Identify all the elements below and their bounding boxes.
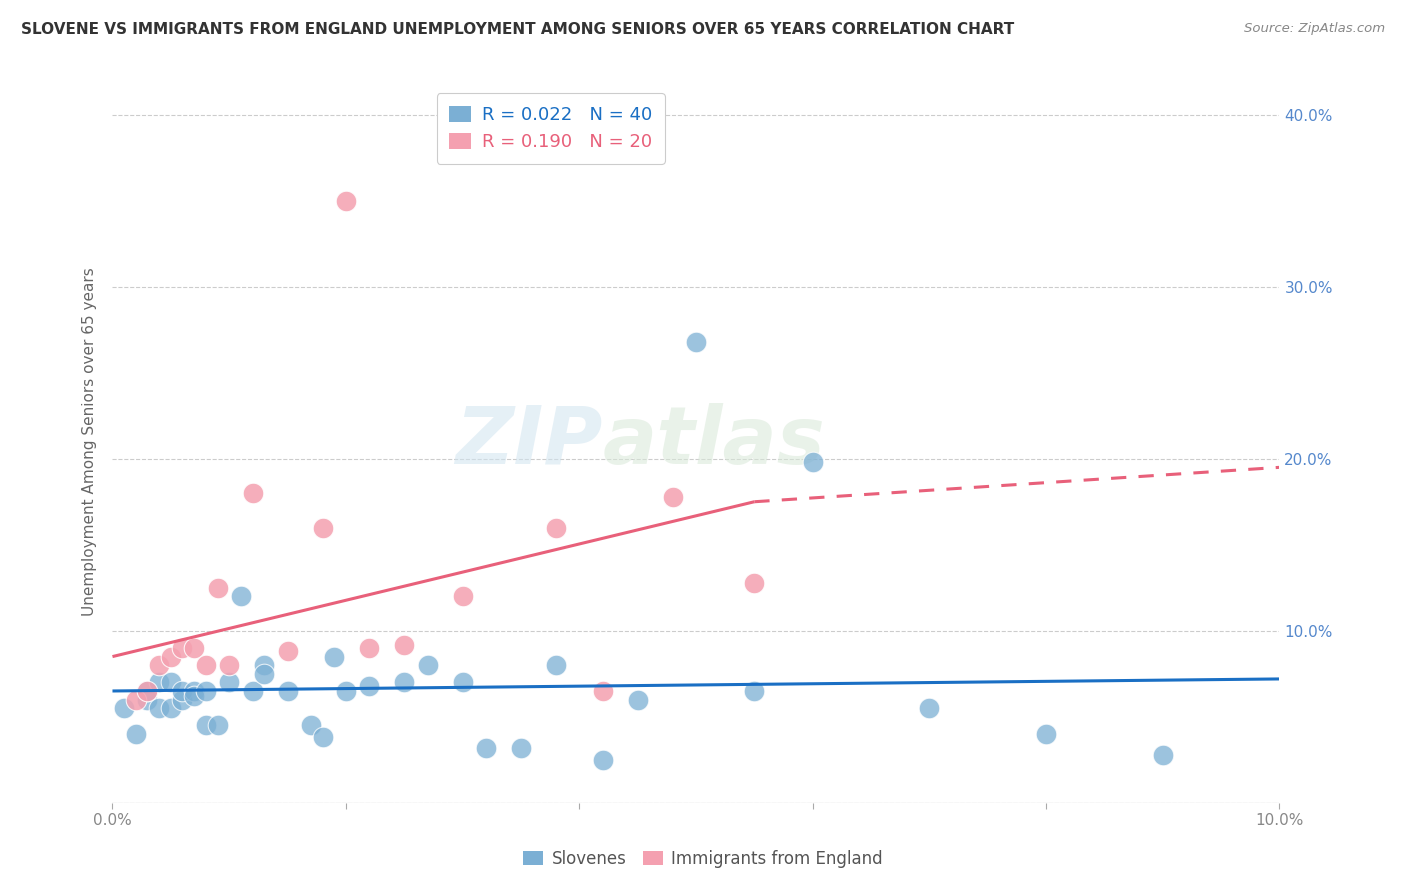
Point: [160, 649, 183, 664]
Point: [451, 590, 474, 604]
Point: [1152, 747, 1174, 762]
Point: [394, 675, 416, 690]
Point: [509, 740, 531, 755]
Point: [1035, 727, 1057, 741]
Point: [394, 638, 416, 652]
Point: [172, 640, 194, 655]
Point: [323, 649, 346, 664]
Point: [112, 701, 135, 715]
Point: [276, 684, 298, 698]
Point: [416, 658, 439, 673]
Text: ZIP: ZIP: [456, 402, 603, 481]
Point: [136, 692, 159, 706]
Point: [160, 675, 183, 690]
Point: [218, 658, 240, 673]
Point: [918, 701, 941, 715]
Point: [359, 640, 381, 655]
Point: [160, 701, 183, 715]
Point: [253, 666, 276, 681]
Legend: Slovenes, Immigrants from England: Slovenes, Immigrants from England: [516, 844, 890, 875]
Point: [311, 731, 333, 745]
Point: [242, 684, 264, 698]
Point: [661, 490, 683, 504]
Point: [276, 644, 298, 658]
Point: [475, 740, 498, 755]
Point: [544, 520, 567, 534]
Point: [194, 718, 217, 732]
Point: [242, 486, 264, 500]
Point: [685, 334, 707, 349]
Point: [544, 658, 567, 673]
Point: [172, 684, 194, 698]
Point: [148, 701, 170, 715]
Point: [207, 718, 229, 732]
Text: Source: ZipAtlas.com: Source: ZipAtlas.com: [1244, 22, 1385, 36]
Point: [194, 658, 217, 673]
Text: SLOVENE VS IMMIGRANTS FROM ENGLAND UNEMPLOYMENT AMONG SENIORS OVER 65 YEARS CORR: SLOVENE VS IMMIGRANTS FROM ENGLAND UNEMP…: [21, 22, 1014, 37]
Point: [253, 658, 276, 673]
Y-axis label: Unemployment Among Seniors over 65 years: Unemployment Among Seniors over 65 years: [82, 268, 97, 615]
Point: [627, 692, 650, 706]
Point: [125, 727, 148, 741]
Point: [183, 689, 205, 703]
Point: [218, 675, 240, 690]
Point: [451, 675, 474, 690]
Point: [125, 692, 148, 706]
Point: [207, 581, 229, 595]
Point: [136, 684, 159, 698]
Point: [592, 753, 614, 767]
Point: [311, 520, 333, 534]
Point: [183, 640, 205, 655]
Point: [183, 684, 205, 698]
Point: [359, 679, 381, 693]
Point: [742, 575, 765, 590]
Point: [136, 684, 159, 698]
Point: [335, 194, 357, 208]
Legend: R = 0.022   N = 40, R = 0.190   N = 20: R = 0.022 N = 40, R = 0.190 N = 20: [437, 93, 665, 164]
Point: [148, 675, 170, 690]
Point: [194, 684, 217, 698]
Point: [172, 692, 194, 706]
Point: [229, 590, 252, 604]
Point: [299, 718, 322, 732]
Point: [801, 455, 824, 469]
Point: [742, 684, 765, 698]
Point: [335, 684, 357, 698]
Point: [148, 658, 170, 673]
Point: [592, 684, 614, 698]
Text: atlas: atlas: [603, 402, 825, 481]
